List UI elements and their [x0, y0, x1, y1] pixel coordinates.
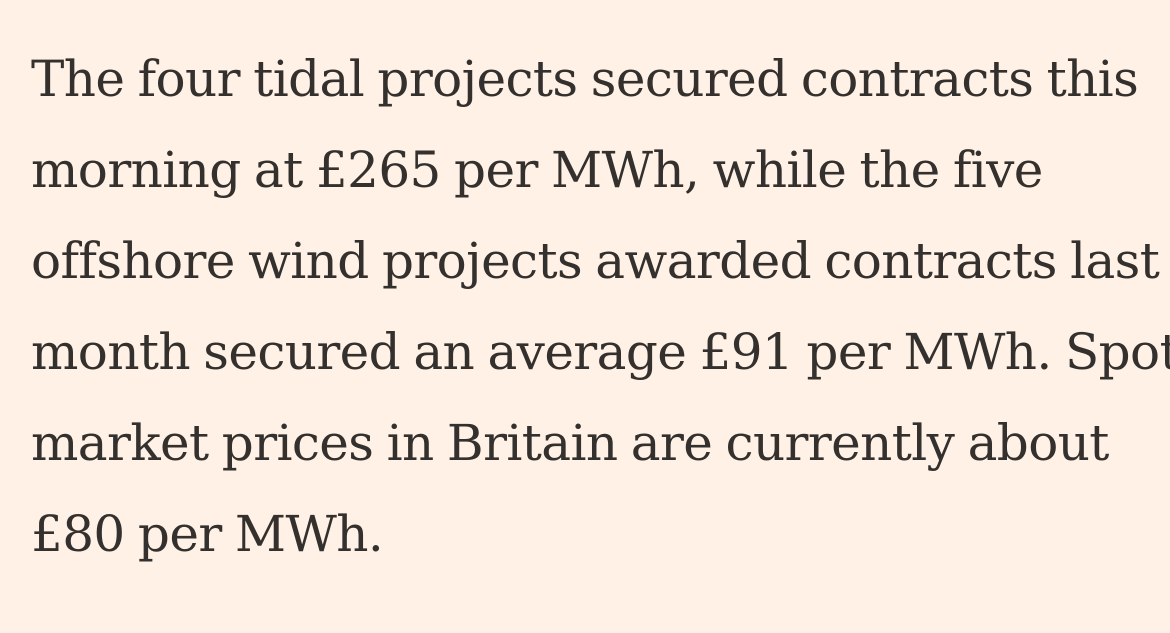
article-paragraph: The four tidal projects secured contract… — [31, 34, 1170, 580]
paragraph-line: offshore wind projects awarded contracts… — [31, 232, 1160, 290]
paragraph-line: month secured an average £91 per MWh. Sp… — [31, 323, 1170, 381]
paragraph-line: market prices in Britain are currently a… — [31, 414, 1109, 472]
paragraph-line: The four tidal projects secured contract… — [31, 50, 1139, 108]
paragraph-line: £80 per MWh. — [31, 505, 384, 563]
paragraph-line: morning at £265 per MWh, while the five — [31, 141, 1043, 199]
